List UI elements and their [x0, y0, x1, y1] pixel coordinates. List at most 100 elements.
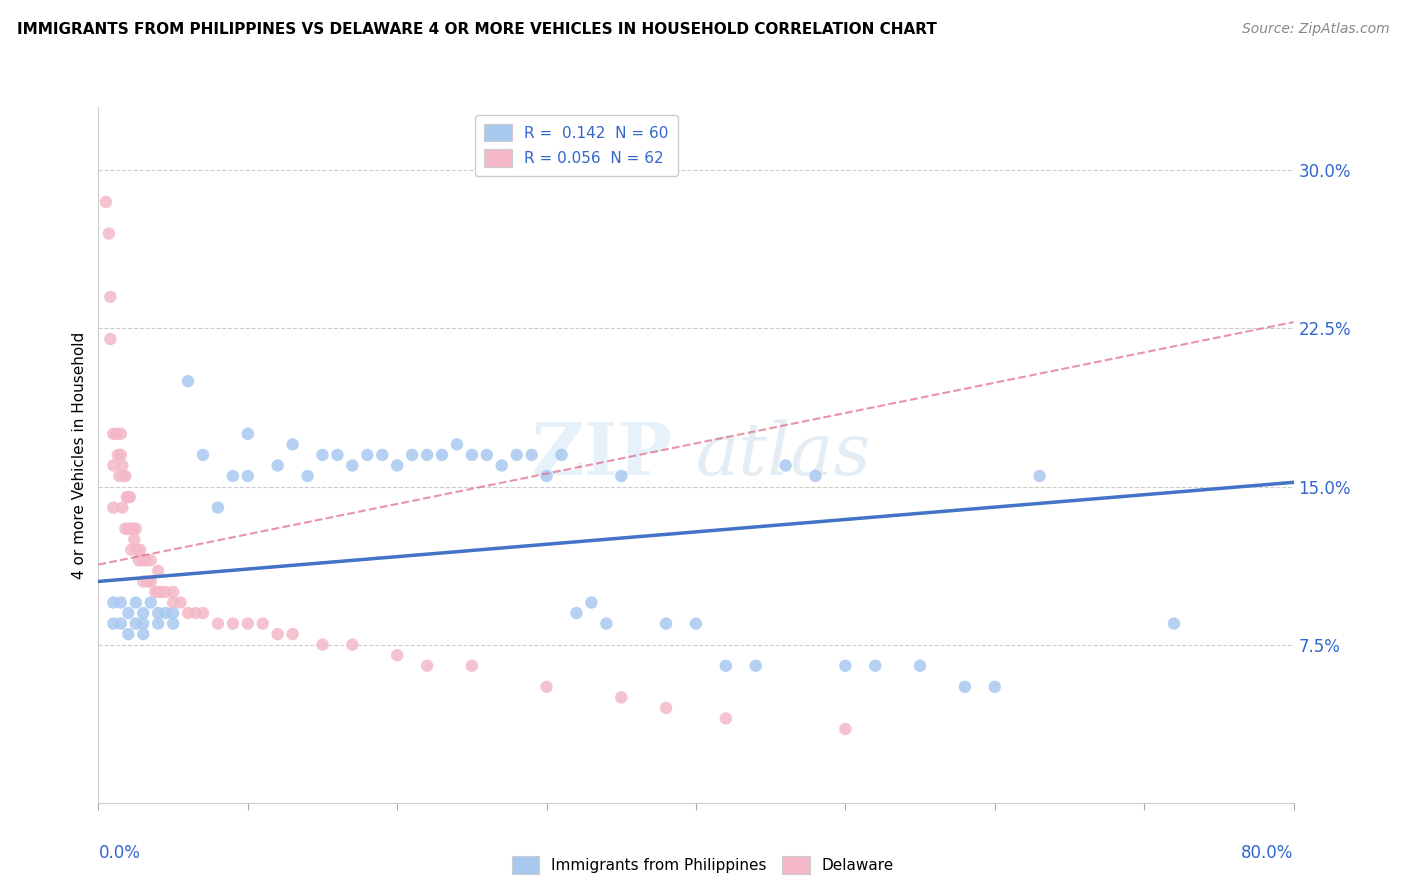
- Point: [385, 648, 409, 663]
- Point: [267, 458, 290, 473]
- Point: [107, 448, 129, 462]
- Point: [236, 426, 259, 441]
- Point: [984, 680, 1007, 694]
- Point: [953, 680, 976, 694]
- Point: [581, 595, 603, 609]
- Point: [115, 490, 138, 504]
- Point: [506, 448, 529, 462]
- Point: [177, 374, 200, 388]
- Point: [111, 500, 134, 515]
- Point: [103, 458, 125, 473]
- Point: [550, 448, 572, 462]
- Point: [446, 437, 468, 451]
- Point: [98, 290, 122, 304]
- Point: [610, 469, 633, 483]
- Point: [114, 522, 136, 536]
- Point: [236, 616, 259, 631]
- Point: [136, 574, 159, 589]
- Point: [461, 448, 484, 462]
- Point: [908, 658, 931, 673]
- Point: [120, 542, 142, 557]
- Point: [865, 658, 887, 673]
- Point: [125, 522, 148, 536]
- Point: [148, 564, 170, 578]
- Point: [110, 616, 132, 631]
- Point: [118, 490, 141, 504]
- Point: [148, 606, 170, 620]
- Point: [132, 627, 155, 641]
- Point: [121, 522, 143, 536]
- Point: [281, 627, 304, 641]
- Point: [110, 595, 132, 609]
- Point: [536, 469, 558, 483]
- Point: [162, 595, 184, 609]
- Point: [112, 469, 135, 483]
- Point: [236, 469, 259, 483]
- Point: [97, 227, 120, 241]
- Point: [191, 448, 214, 462]
- Point: [103, 500, 125, 515]
- Point: [103, 426, 125, 441]
- Point: [103, 595, 125, 609]
- Point: [148, 616, 170, 631]
- Point: [139, 595, 162, 609]
- Point: [311, 638, 333, 652]
- Point: [162, 585, 184, 599]
- Point: [129, 542, 152, 557]
- Point: [98, 332, 122, 346]
- Point: [745, 658, 768, 673]
- Point: [207, 616, 229, 631]
- Point: [536, 680, 558, 694]
- Point: [401, 448, 423, 462]
- Point: [148, 585, 170, 599]
- Point: [1028, 469, 1050, 483]
- Point: [371, 448, 394, 462]
- Point: [139, 553, 162, 567]
- Point: [120, 522, 142, 536]
- Point: [117, 490, 139, 504]
- Point: [416, 658, 439, 673]
- Point: [297, 469, 319, 483]
- Point: [162, 616, 184, 631]
- Point: [491, 458, 513, 473]
- Point: [804, 469, 827, 483]
- Point: [1163, 616, 1185, 631]
- Point: [775, 458, 797, 473]
- Point: [714, 658, 737, 673]
- Point: [177, 606, 200, 620]
- Point: [461, 658, 484, 673]
- Point: [685, 616, 707, 631]
- Point: [117, 522, 139, 536]
- Point: [108, 469, 131, 483]
- Legend: Immigrants from Philippines, Delaware: Immigrants from Philippines, Delaware: [506, 850, 900, 880]
- Point: [184, 606, 207, 620]
- Point: [128, 553, 150, 567]
- Point: [475, 448, 498, 462]
- Point: [117, 627, 139, 641]
- Text: ZIP: ZIP: [531, 419, 672, 491]
- Point: [595, 616, 617, 631]
- Point: [207, 500, 229, 515]
- Point: [252, 616, 274, 631]
- Point: [655, 701, 678, 715]
- Point: [127, 542, 149, 557]
- Point: [143, 585, 166, 599]
- Point: [311, 448, 333, 462]
- Text: atlas: atlas: [696, 419, 872, 491]
- Point: [342, 458, 364, 473]
- Point: [150, 585, 173, 599]
- Point: [714, 711, 737, 725]
- Point: [281, 437, 304, 451]
- Point: [125, 616, 148, 631]
- Point: [135, 553, 157, 567]
- Point: [326, 448, 349, 462]
- Text: 0.0%: 0.0%: [98, 845, 141, 863]
- Point: [655, 616, 678, 631]
- Text: Source: ZipAtlas.com: Source: ZipAtlas.com: [1241, 22, 1389, 37]
- Point: [834, 658, 856, 673]
- Point: [162, 606, 184, 620]
- Point: [117, 606, 139, 620]
- Point: [191, 606, 214, 620]
- Point: [132, 553, 155, 567]
- Point: [111, 458, 134, 473]
